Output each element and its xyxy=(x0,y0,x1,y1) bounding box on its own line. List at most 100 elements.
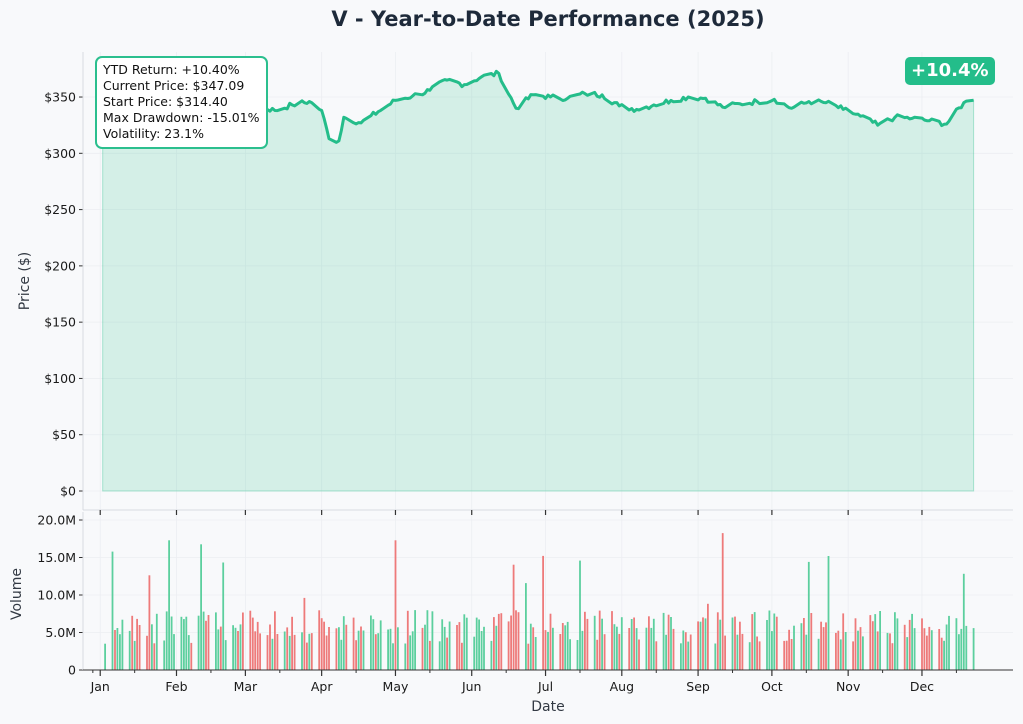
volume-x-tick-label: Jan xyxy=(90,679,110,694)
volume-bar xyxy=(202,611,205,670)
volume-bar xyxy=(859,627,862,670)
volume-bar xyxy=(648,616,650,670)
volume-bar xyxy=(153,643,156,670)
price-y-tick-label: $0 xyxy=(60,484,76,499)
price-y-tick-label: $150 xyxy=(44,315,76,330)
volume-bar xyxy=(839,639,842,670)
price-y-tick-label: $300 xyxy=(44,146,76,161)
volume-bar xyxy=(724,635,726,670)
volume-bar xyxy=(170,616,173,670)
volume-bar xyxy=(620,617,623,670)
volume-bar xyxy=(271,638,274,670)
volume-bar xyxy=(655,641,658,670)
volume-bar xyxy=(377,633,380,670)
price-y-tick-label: $200 xyxy=(44,258,76,273)
volume-bar xyxy=(515,610,517,670)
volume-bar xyxy=(323,621,325,670)
volume-bar xyxy=(788,629,790,670)
volume-bar xyxy=(689,634,692,670)
volume-y-tick-label: 15.0M xyxy=(37,550,76,565)
volume-bar xyxy=(507,621,510,670)
stats-start-price: Start Price: $314.40 xyxy=(103,94,228,109)
volume-bar xyxy=(721,533,724,670)
volume-bar xyxy=(148,575,151,670)
volume-bar xyxy=(962,573,965,670)
volume-bar xyxy=(552,627,554,670)
volume-bar xyxy=(645,627,648,670)
volume-bar xyxy=(146,635,148,670)
volume-bar xyxy=(155,613,158,670)
volume-bar xyxy=(219,626,222,670)
volume-bar xyxy=(547,631,549,670)
volume-bar xyxy=(269,624,271,670)
volume-bar xyxy=(800,623,803,670)
volume-bar xyxy=(493,617,495,670)
volume-bar xyxy=(972,628,975,670)
volume-bar xyxy=(652,618,655,670)
volume-bar xyxy=(239,624,242,670)
volume-bar xyxy=(187,635,190,670)
volume-bar xyxy=(825,622,827,670)
volume-bar xyxy=(817,638,820,670)
volume-bar xyxy=(320,618,323,670)
volume-bar xyxy=(310,633,313,670)
volume-bar xyxy=(773,613,776,670)
volume-bar xyxy=(340,639,343,670)
volume-y-tick-label: 5.0M xyxy=(45,625,76,640)
volume-bar xyxy=(500,613,503,670)
volume-bar xyxy=(810,613,813,670)
volume-x-tick-label: Mar xyxy=(234,679,258,694)
volume-bar xyxy=(328,627,330,670)
volume-bar xyxy=(443,626,446,670)
volume-bar xyxy=(441,619,444,670)
volume-bar xyxy=(421,627,424,670)
volume-bar xyxy=(461,642,463,670)
volume-bar xyxy=(581,630,584,670)
volume-bar xyxy=(616,626,618,670)
volume-bar xyxy=(355,640,357,670)
volume-bar xyxy=(842,613,845,670)
volume-bar xyxy=(409,635,412,670)
volume-bar xyxy=(512,564,515,670)
volume-bar xyxy=(232,625,234,670)
volume-bar xyxy=(529,623,532,670)
volume-x-tick-label: Dec xyxy=(910,679,934,694)
volume-bar xyxy=(758,641,761,670)
volume-bar xyxy=(601,618,603,670)
volume-bar xyxy=(168,540,170,670)
volume-bar xyxy=(948,615,950,670)
volume-y-tick-label: 20.0M xyxy=(37,513,76,528)
volume-bar xyxy=(111,551,114,670)
volume-bar xyxy=(490,640,493,670)
volume-bar xyxy=(684,632,687,670)
volume-bar xyxy=(943,640,945,670)
volume-bar xyxy=(753,612,756,670)
volume-bar xyxy=(896,618,899,670)
volume-bar xyxy=(542,555,544,670)
volume-bar xyxy=(544,630,547,670)
volume-bar xyxy=(748,642,751,670)
volume-bar xyxy=(242,612,244,670)
price-y-axis-label: Price ($) xyxy=(17,252,33,310)
volume-bar xyxy=(392,643,394,670)
volume-bar xyxy=(119,634,121,670)
volume-bar xyxy=(411,631,414,670)
volume-bar xyxy=(431,611,434,670)
stats-annotation-box: YTD Return: +10.40% Current Price: $347.… xyxy=(95,56,268,149)
volume-bar xyxy=(835,632,837,670)
volume-bar xyxy=(114,630,116,670)
volume-bar xyxy=(697,621,699,670)
volume-bar xyxy=(618,633,621,670)
volume-x-axis-label: Date xyxy=(531,699,564,715)
volume-bar xyxy=(635,628,638,670)
chart-title: V - Year-to-Date Performance (2025) xyxy=(331,7,764,31)
volume-bar xyxy=(930,630,933,670)
volume-bar xyxy=(180,616,183,670)
volume-bar xyxy=(805,634,808,670)
volume-bar xyxy=(224,640,227,670)
volume-bar xyxy=(906,637,909,670)
volume-bar xyxy=(357,630,360,670)
volume-y-axis-label: Volume xyxy=(9,568,25,620)
